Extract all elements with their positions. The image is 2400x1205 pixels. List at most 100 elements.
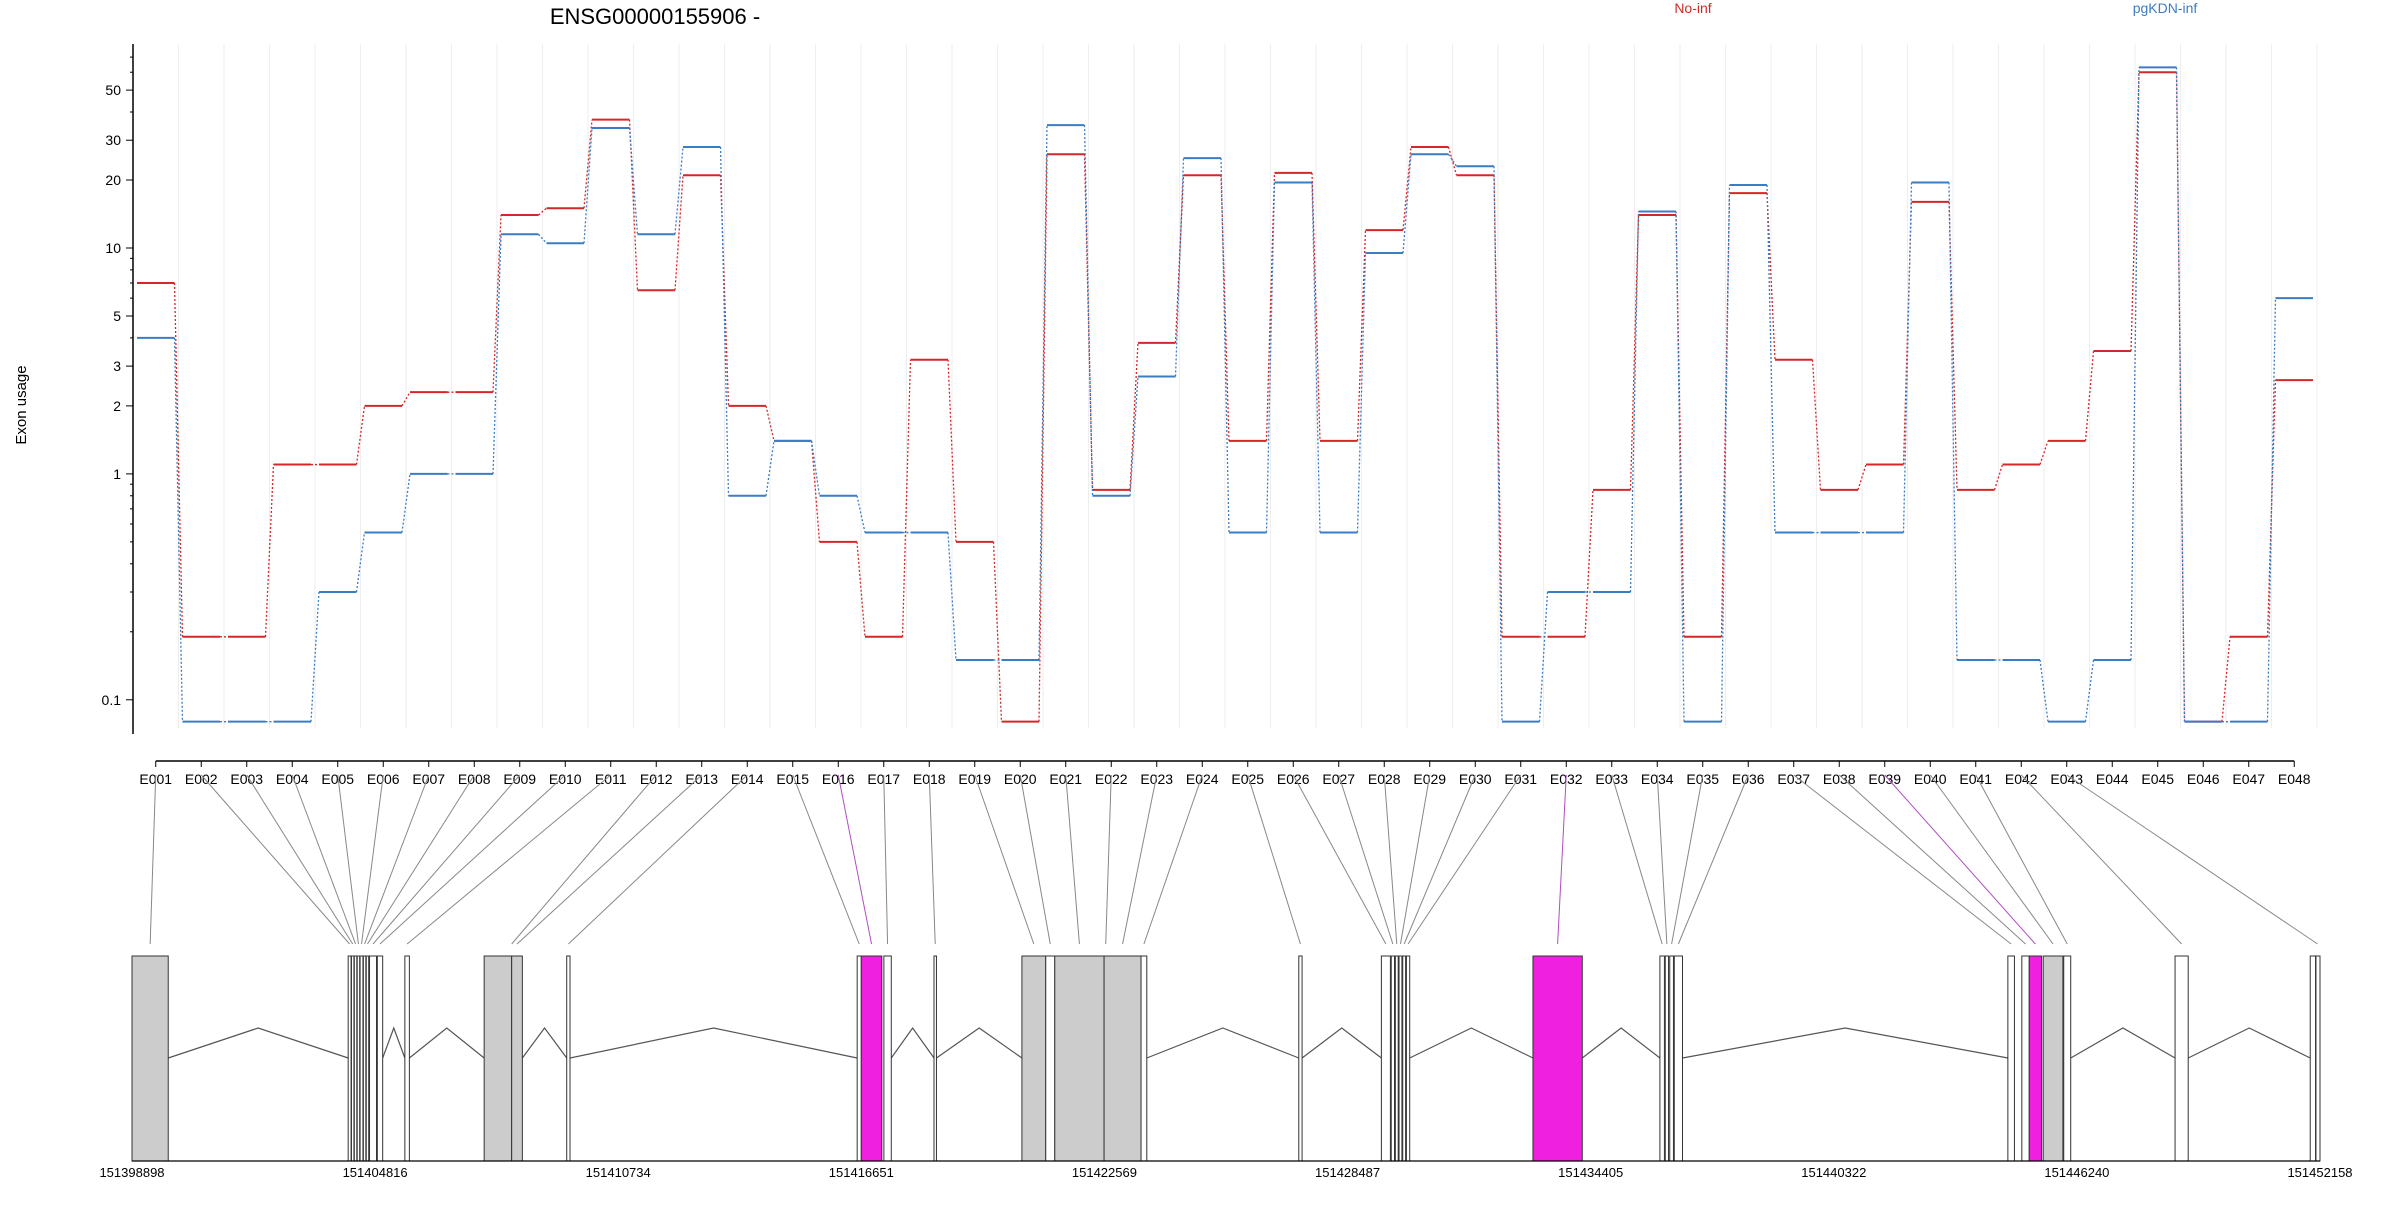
x-tick-label-e010: E010	[549, 771, 582, 787]
x-tick-label-e046: E046	[2187, 771, 2220, 787]
connector-e018	[928, 774, 936, 945]
x-tick-label-e012: E012	[640, 771, 673, 787]
x-tick-label-e002: E002	[185, 771, 218, 787]
connector-e009	[372, 774, 521, 945]
x-tick-label-e048: E048	[2278, 771, 2311, 787]
series-step	[1174, 158, 1185, 377]
intron-line	[1409, 1027, 1534, 1059]
series-step	[310, 591, 320, 722]
intron-line	[936, 1027, 1023, 1059]
connector-e007	[364, 774, 430, 945]
series-step	[1948, 201, 1958, 490]
x-tick-label-e026: E026	[1277, 771, 1310, 787]
x-tick-label-e033: E033	[1595, 771, 1628, 787]
chart-title: ENSG00000155906 -	[550, 4, 760, 29]
connector-e013	[516, 774, 703, 945]
series-step	[1129, 342, 1139, 490]
x-tick-label-e045: E045	[2141, 771, 2174, 787]
exon-block	[1398, 955, 1403, 1162]
series-step	[947, 532, 957, 661]
series-step	[583, 127, 593, 244]
exon-block	[1664, 955, 1670, 1162]
exon-block	[2042, 955, 2064, 1162]
exon-block	[131, 955, 169, 1162]
series-step	[1083, 125, 1094, 496]
y-tick-label: 50	[105, 82, 121, 98]
exon-block	[353, 955, 358, 1162]
genomic-position-label: 151434405	[1558, 1165, 1623, 1180]
series-step	[1720, 185, 1731, 722]
genomic-position-label: 151398898	[99, 1165, 164, 1180]
connector-e020	[1019, 774, 1051, 945]
connector-e036	[1677, 774, 1749, 945]
series-step	[538, 233, 547, 244]
exon-block	[1140, 955, 1148, 1162]
exon-block	[2174, 955, 2189, 1162]
series-step	[2039, 440, 2049, 465]
series-step	[674, 175, 684, 291]
exon-block	[566, 955, 571, 1162]
exon-connectors	[149, 774, 2318, 945]
x-tick-label-e024: E024	[1186, 771, 1219, 787]
x-tick-label-e006: E006	[367, 771, 400, 787]
series-step	[765, 440, 775, 496]
series-step	[628, 127, 639, 235]
connector-e002	[200, 774, 350, 945]
series-step	[1038, 125, 1048, 661]
connector-e008	[367, 774, 475, 945]
series-step	[2266, 298, 2277, 722]
series-lines	[137, 66, 2313, 723]
connector-e006	[361, 774, 384, 945]
x-tick-label-e041: E041	[1959, 771, 1992, 787]
connector-e025	[1247, 774, 1301, 945]
connector-e041	[1975, 774, 2068, 945]
x-tick-label-e011: E011	[595, 771, 627, 787]
series-step	[719, 175, 730, 406]
y-tick-label: 3	[113, 358, 121, 374]
legend-no-inf: No-inf	[1674, 0, 1711, 16]
x-tick-label-e009: E009	[503, 771, 536, 787]
y-tick-label: 2	[113, 398, 121, 414]
intron-line	[521, 1026, 568, 1059]
exon-block	[1405, 955, 1411, 1162]
series-step	[1402, 146, 1412, 231]
series-step	[1447, 153, 1458, 167]
connector-e016	[837, 774, 873, 945]
connector-e024	[1143, 774, 1203, 945]
series-step	[1629, 214, 1640, 490]
exon-block	[2063, 955, 2072, 1162]
series-step	[355, 405, 366, 465]
y-tick-label: 1	[113, 466, 121, 482]
series-step	[1311, 172, 1321, 441]
series-step	[355, 532, 366, 593]
grid-lines	[132, 44, 2318, 728]
exon-block	[404, 955, 410, 1162]
x-tick-label-e019: E019	[958, 771, 991, 787]
series-step	[1402, 154, 1412, 254]
connector-e012	[511, 774, 657, 945]
x-tick-label-e047: E047	[2232, 771, 2265, 787]
series-step	[1356, 230, 1367, 441]
exon-block	[1659, 955, 1665, 1162]
connector-e042	[2020, 774, 2183, 945]
y-tick-label: 5	[113, 308, 121, 324]
series-step	[583, 119, 593, 209]
exon-block	[2309, 955, 2317, 1162]
series-step	[810, 440, 821, 542]
intron-line	[2187, 1027, 2311, 1059]
series-step	[401, 391, 411, 407]
exon-block	[2021, 955, 2030, 1162]
connector-e022	[1105, 774, 1112, 945]
connector-e028	[1383, 774, 1398, 945]
exon-block	[1669, 955, 1674, 1162]
x-tick-label-e014: E014	[731, 771, 764, 787]
y-tick-label: 0.1	[102, 692, 122, 708]
exon-block	[359, 955, 364, 1162]
exon-block	[860, 955, 883, 1162]
connector-e035	[1671, 774, 1704, 945]
connector-e034	[1656, 774, 1668, 945]
exon-block	[369, 955, 378, 1162]
exon-block	[1532, 955, 1583, 1162]
